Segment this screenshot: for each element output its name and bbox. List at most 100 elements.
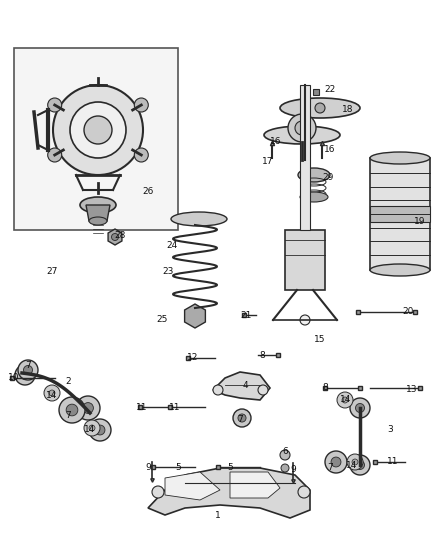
Text: 17: 17 [262, 157, 274, 166]
Text: 5: 5 [227, 463, 233, 472]
Text: 23: 23 [162, 268, 174, 277]
Circle shape [233, 409, 251, 427]
Text: 14: 14 [346, 461, 358, 470]
Circle shape [48, 98, 62, 112]
Text: 15: 15 [314, 335, 326, 344]
Circle shape [325, 451, 347, 473]
Text: 7: 7 [327, 464, 333, 472]
Circle shape [53, 85, 143, 175]
Polygon shape [184, 304, 205, 328]
Text: 7: 7 [25, 360, 31, 369]
Polygon shape [213, 372, 270, 400]
Polygon shape [370, 158, 430, 270]
Polygon shape [165, 472, 220, 500]
Circle shape [152, 486, 164, 498]
Text: 3: 3 [387, 425, 393, 434]
Text: 28: 28 [114, 230, 126, 239]
Text: 11: 11 [387, 457, 399, 466]
Text: 14: 14 [340, 395, 352, 405]
Text: 9: 9 [145, 464, 151, 472]
Circle shape [89, 425, 95, 431]
Circle shape [48, 148, 62, 162]
Circle shape [83, 402, 93, 414]
Polygon shape [370, 206, 430, 222]
Text: 4: 4 [242, 381, 248, 390]
Circle shape [89, 419, 111, 441]
Circle shape [66, 404, 78, 416]
Text: 16: 16 [324, 146, 336, 155]
Circle shape [258, 385, 268, 395]
Text: 24: 24 [166, 240, 178, 249]
Text: 9: 9 [290, 465, 296, 474]
Circle shape [95, 425, 105, 435]
Circle shape [134, 98, 148, 112]
Circle shape [134, 148, 148, 162]
Text: 16: 16 [270, 138, 282, 147]
Ellipse shape [171, 212, 227, 226]
Text: 29: 29 [322, 174, 334, 182]
Ellipse shape [370, 264, 430, 276]
Text: 2: 2 [65, 377, 71, 386]
Text: 20: 20 [403, 308, 413, 317]
Circle shape [49, 390, 55, 396]
Circle shape [350, 455, 370, 475]
Ellipse shape [370, 152, 430, 164]
Text: 13: 13 [406, 385, 418, 394]
Circle shape [298, 486, 310, 498]
Circle shape [44, 385, 60, 401]
Circle shape [347, 454, 363, 470]
Circle shape [76, 396, 100, 420]
Text: 8: 8 [259, 351, 265, 359]
Circle shape [356, 403, 364, 413]
Text: 21: 21 [240, 311, 252, 319]
Circle shape [331, 457, 341, 467]
Text: 12: 12 [187, 353, 199, 362]
Circle shape [350, 398, 370, 418]
Text: 1: 1 [215, 511, 221, 520]
Circle shape [280, 450, 290, 460]
Text: 26: 26 [142, 188, 154, 197]
Text: 22: 22 [325, 85, 336, 94]
Text: 8: 8 [322, 384, 328, 392]
Text: 27: 27 [46, 268, 58, 277]
Ellipse shape [300, 192, 328, 202]
Circle shape [24, 366, 32, 375]
Circle shape [70, 102, 126, 158]
Polygon shape [148, 468, 310, 518]
Ellipse shape [298, 168, 330, 182]
Ellipse shape [280, 98, 360, 118]
Circle shape [356, 461, 364, 470]
Circle shape [213, 385, 223, 395]
Text: 11: 11 [136, 402, 148, 411]
Circle shape [21, 370, 29, 379]
Circle shape [15, 365, 35, 385]
Circle shape [18, 360, 38, 380]
Ellipse shape [80, 197, 116, 213]
Ellipse shape [89, 217, 107, 225]
Circle shape [342, 397, 348, 403]
Circle shape [59, 397, 85, 423]
Circle shape [295, 121, 309, 135]
Text: 14: 14 [84, 425, 95, 434]
Text: 7: 7 [65, 410, 71, 419]
Text: 11: 11 [169, 402, 181, 411]
Text: 25: 25 [156, 316, 168, 325]
Ellipse shape [264, 126, 340, 144]
Circle shape [238, 414, 246, 422]
Circle shape [281, 464, 289, 472]
Polygon shape [230, 472, 280, 498]
Polygon shape [108, 229, 122, 245]
Polygon shape [285, 230, 325, 290]
Polygon shape [300, 85, 310, 230]
Circle shape [300, 315, 310, 325]
Text: 5: 5 [175, 463, 181, 472]
Circle shape [112, 233, 119, 240]
Polygon shape [14, 48, 178, 230]
Text: 18: 18 [342, 106, 354, 115]
Polygon shape [86, 205, 110, 221]
Circle shape [315, 103, 325, 113]
Circle shape [337, 392, 353, 408]
Text: 7: 7 [237, 416, 243, 424]
Circle shape [84, 420, 100, 436]
Text: 10: 10 [8, 374, 20, 383]
